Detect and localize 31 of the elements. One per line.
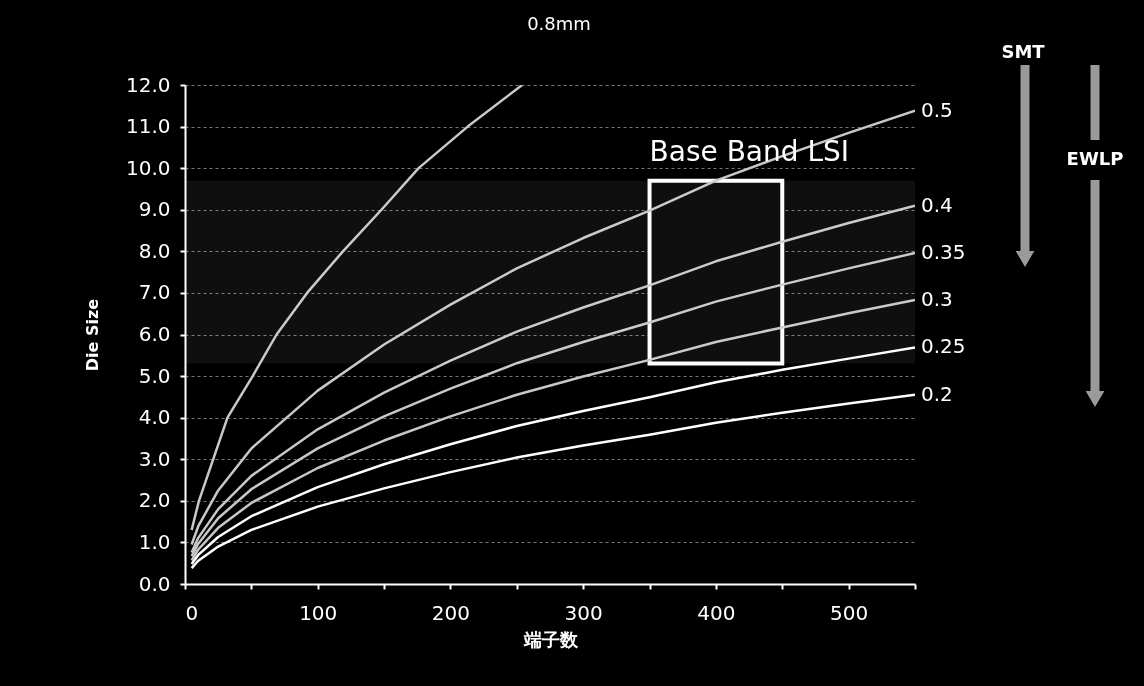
y-tick-label: 8.0 [138, 238, 171, 263]
y-tick-label: 3.0 [138, 446, 171, 471]
y-tick-label: 5.0 [138, 363, 171, 388]
series-label: 0.3 [921, 286, 953, 311]
series-label: 0.35 [921, 240, 966, 264]
text: SMT [1001, 41, 1046, 62]
x-tick-label: 300 [564, 600, 603, 625]
text: 0.8mm [527, 13, 591, 34]
x-axis-title: 端子数 [522, 628, 579, 650]
y-tick-label: 1.0 [138, 529, 171, 554]
y-tick-label: 11.0 [125, 114, 171, 139]
x-tick-label: 100 [299, 600, 338, 625]
y-tick-label: 6.0 [138, 322, 171, 346]
y-axis-title: Die Size [82, 298, 102, 372]
y-tick-label: 12.0 [125, 72, 171, 97]
text: EWLP [1066, 148, 1124, 169]
y-tick-label: 7.0 [138, 280, 171, 305]
y-tick-label: 0.0 [138, 571, 171, 596]
y-tick-label: 9.0 [138, 197, 171, 222]
x-tick-label: 0 [185, 600, 199, 625]
series-label: 0.5 [921, 97, 953, 122]
x-tick-label: 400 [697, 600, 736, 625]
y-tick-label: 2.0 [138, 488, 171, 513]
y-tick-label: 4.0 [138, 405, 171, 430]
y-tick-label: 10.0 [125, 155, 171, 180]
series-label: 0.2 [921, 381, 953, 406]
x-tick-label: 200 [431, 600, 471, 625]
band-label: Base Band LSI [649, 134, 850, 168]
x-tick-label: 500 [830, 600, 869, 625]
series-label: 0.25 [921, 334, 966, 359]
series-label: 0.4 [921, 192, 953, 217]
